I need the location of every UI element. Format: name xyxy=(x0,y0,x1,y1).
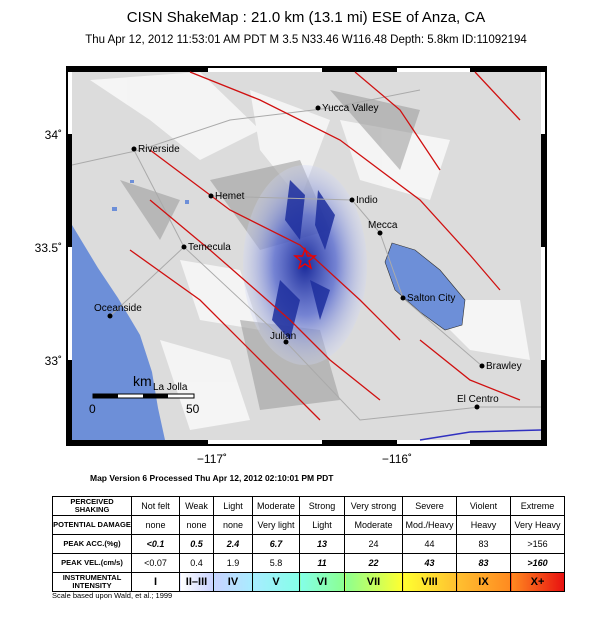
legend-cell: V xyxy=(252,572,300,592)
row-header: PERCEIVED SHAKING xyxy=(52,496,132,516)
intensity-legend: PERCEIVED SHAKING Not felt Weak Light Modera… xyxy=(52,496,565,592)
row-header: POTENTIAL DAMAGE xyxy=(52,515,132,535)
legend-cell: 0.5 xyxy=(179,534,214,554)
row-header: INSTRUMENTAL INTENSITY xyxy=(52,572,132,592)
legend-cell: IV xyxy=(213,572,253,592)
legend-row: PEAK VEL.(cm/s) <0.07 0.4 1.9 5.8 11 22 43 83 >16… xyxy=(52,553,565,573)
legend-cell: VIII xyxy=(402,572,457,592)
legend-cell: none xyxy=(179,515,214,535)
legend-row: POTENTIAL DAMAGE none none none Very light Li… xyxy=(52,515,565,535)
legend-cell: Mod./Heavy xyxy=(402,515,457,535)
city-label: El Centro xyxy=(457,394,499,405)
legend-cell: Light xyxy=(213,496,253,516)
title: CISN ShakeMap : 21.0 km (13.1 mi) ESE of… xyxy=(127,9,485,26)
city-label: Brawley xyxy=(486,361,522,372)
city-label: Salton City xyxy=(407,293,455,304)
legend-cell: Very Heavy xyxy=(510,515,565,535)
map-version: Map Version 6 Processed Thu Apr 12, 2012… xyxy=(90,473,334,483)
legend-cell: IX xyxy=(456,572,511,592)
subtitle: Thu Apr 12, 2012 11:53:01 AM PDT M 3.5 N… xyxy=(85,34,527,46)
legend-cell: none xyxy=(213,515,253,535)
shakemap: CISN ShakeMap : 21.0 km (13.1 mi) ESE of… xyxy=(35,9,547,483)
frame-ticks xyxy=(68,68,545,444)
legend-cell: Very light xyxy=(252,515,300,535)
lon-label: −116˚ xyxy=(382,452,412,466)
scale-label: 0 xyxy=(89,402,96,416)
lat-label: 33.5˚ xyxy=(35,241,62,255)
faults xyxy=(129,71,521,421)
legend-cell: 6.7 xyxy=(252,534,300,554)
legend-cell: 13 xyxy=(299,534,345,554)
city-label: Yucca Valley xyxy=(322,103,379,114)
scale-unit: km xyxy=(133,373,152,389)
city-label: Indio xyxy=(356,195,378,206)
legend-cell: Extreme xyxy=(510,496,565,516)
legend-cell: VII xyxy=(344,572,403,592)
legend-cell: Heavy xyxy=(456,515,511,535)
ocean xyxy=(72,225,165,440)
legend-cell: 0.4 xyxy=(179,553,214,573)
legend-cell: 22 xyxy=(344,553,403,573)
legend-cell: 24 xyxy=(344,534,403,554)
legend-cell: II–III xyxy=(179,572,214,592)
legend-cell: <0.1 xyxy=(131,534,180,554)
legend-row: INSTRUMENTAL INTENSITY I II–III IV V VI VII VII… xyxy=(52,572,565,592)
legend-cell: 2.4 xyxy=(213,534,253,554)
legend-cell: <0.07 xyxy=(131,553,180,573)
city-markers xyxy=(107,105,485,410)
border xyxy=(419,429,542,441)
legend-cell: Very strong xyxy=(344,496,403,516)
city-label: Julian xyxy=(270,331,296,342)
lakes xyxy=(112,180,189,211)
row-header: PEAK VEL.(cm/s) xyxy=(52,553,132,573)
lon-label: −117˚ xyxy=(197,452,227,466)
lat-label: 33˚ xyxy=(45,354,62,368)
epicenter xyxy=(293,246,317,270)
scale-bar xyxy=(143,394,168,398)
city-label: Oceanside xyxy=(94,303,142,314)
legend-cell: Weak xyxy=(179,496,214,516)
legend-row: PEAK ACC.(%g) <0.1 0.5 2.4 6.7 13 24 44 83 >156 xyxy=(52,534,565,554)
legend-cell: >156 xyxy=(510,534,565,554)
terrain xyxy=(90,72,530,430)
row-header: PEAK ACC.(%g) xyxy=(52,534,132,554)
legend-cell: Not felt xyxy=(131,496,180,516)
legend-cell: Violent xyxy=(456,496,511,516)
legend-cell: I xyxy=(131,572,180,592)
legend-cell: 5.8 xyxy=(252,553,300,573)
legend-cell: 11 xyxy=(299,553,345,573)
legend-cell: Severe xyxy=(402,496,457,516)
legend-cell: none xyxy=(131,515,180,535)
legend-cell: 43 xyxy=(402,553,457,573)
shaking-peaks xyxy=(272,180,335,340)
legend-cell: 44 xyxy=(402,534,457,554)
salton-sea xyxy=(384,242,466,331)
city-label: Temecula xyxy=(188,242,231,253)
legend-cell: 83 xyxy=(456,553,511,573)
city-label: Hemet xyxy=(215,191,245,202)
legend-cell: 83 xyxy=(456,534,511,554)
legend-cell: Strong xyxy=(299,496,345,516)
lat-label: 34˚ xyxy=(45,128,62,142)
legend-cell: Light xyxy=(299,515,345,535)
city-label: La Jolla xyxy=(153,382,188,393)
city-label: Mecca xyxy=(368,220,398,231)
legend-cell: VI xyxy=(299,572,345,592)
scale-label: 50 xyxy=(186,402,200,416)
legend-row: PERCEIVED SHAKING Not felt Weak Light Modera… xyxy=(52,496,565,516)
city-label: Riverside xyxy=(138,144,180,155)
legend-cell: X+ xyxy=(510,572,565,592)
scale-bar xyxy=(93,394,118,398)
legend-cell: Moderate xyxy=(344,515,403,535)
scale-note: Scale based upon Wald, et al.; 1999 xyxy=(52,591,173,600)
legend-cell: Moderate xyxy=(252,496,300,516)
legend-cell: >160 xyxy=(510,553,565,573)
legend-cell: 1.9 xyxy=(213,553,253,573)
